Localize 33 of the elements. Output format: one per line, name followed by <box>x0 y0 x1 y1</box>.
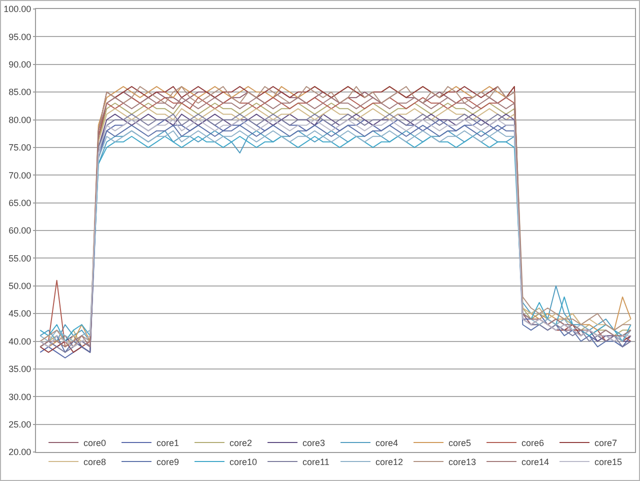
y-tick-label: 65.00 <box>8 198 32 208</box>
legend-label: core14 <box>522 457 550 468</box>
y-tick-label: 60.00 <box>8 226 32 236</box>
y-tick-label: 50.00 <box>8 281 32 292</box>
y-tick-label: 30.00 <box>8 392 32 402</box>
legend-label: core12 <box>376 457 404 468</box>
y-tick-label: 45.00 <box>8 308 32 319</box>
y-tick-label: 85.00 <box>8 87 32 98</box>
y-tick-label: 55.00 <box>8 253 32 264</box>
y-tick-label: 100.00 <box>4 4 32 14</box>
legend-label: core7 <box>594 438 618 448</box>
y-tick-label: 25.00 <box>8 419 32 430</box>
legend-label: core9 <box>156 457 180 468</box>
legend-label: core10 <box>230 457 258 468</box>
y-tick-label: 20.00 <box>8 447 32 458</box>
legend-label: core13 <box>448 457 476 468</box>
y-tick-label: 70.00 <box>8 170 32 180</box>
legend-label: core0 <box>84 438 106 448</box>
legend-label: core3 <box>302 438 326 448</box>
y-tick-label: 95.00 <box>8 32 32 42</box>
legend-label: core1 <box>156 438 180 448</box>
legend-label: core5 <box>448 438 472 448</box>
y-tick-label: 90.00 <box>8 60 32 70</box>
legend-label: core15 <box>594 457 622 468</box>
y-tick-label: 75.00 <box>8 142 32 153</box>
legend-label: core4 <box>376 438 398 448</box>
legend-label: core6 <box>522 438 544 448</box>
legend-label: core2 <box>230 438 252 448</box>
y-tick-label: 40.00 <box>8 336 32 346</box>
y-tick-label: 35.00 <box>8 364 32 374</box>
legend-label: core11 <box>302 457 330 468</box>
legend-label: core8 <box>84 457 106 468</box>
y-tick-label: 80.00 <box>8 114 32 125</box>
